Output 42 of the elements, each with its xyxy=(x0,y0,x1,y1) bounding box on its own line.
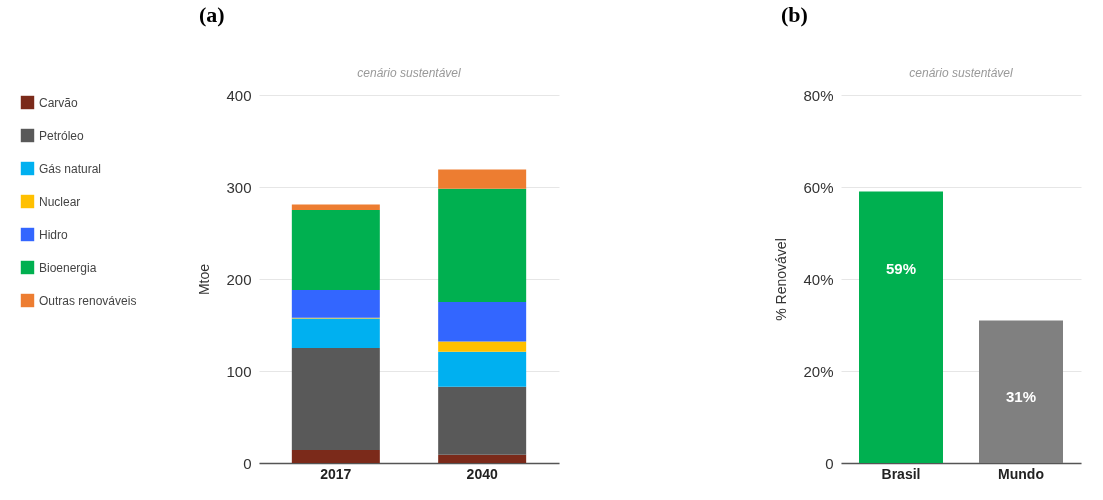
chart-subtitle: cenário sustentável xyxy=(909,66,1014,80)
x-tick-label: Mundo xyxy=(998,465,1044,482)
bar xyxy=(438,169,527,189)
x-tick-label: 2040 xyxy=(466,465,498,482)
bar xyxy=(291,290,380,318)
y-tick-label: 400 xyxy=(226,86,252,104)
data-label: 31% xyxy=(1005,388,1037,406)
chart-title: (b) xyxy=(781,2,808,27)
x-tick-label: 2017 xyxy=(320,465,352,482)
bar xyxy=(438,386,527,455)
y-tick-label: 40% xyxy=(803,270,834,288)
y-tick-label: 200 xyxy=(226,270,252,288)
y-axis-title: Mtoe xyxy=(196,263,213,296)
y-tick-label: 0 xyxy=(825,454,834,472)
y-tick-label: 20% xyxy=(803,362,834,380)
y-tick-label: 300 xyxy=(226,178,252,196)
bar xyxy=(291,450,380,463)
bar xyxy=(291,210,380,291)
bar xyxy=(291,318,380,348)
chart-title: (a) xyxy=(199,2,225,27)
bar xyxy=(438,302,527,342)
bar xyxy=(438,341,527,352)
y-tick-label: 0 xyxy=(243,454,252,472)
y-tick-label: 80% xyxy=(803,86,834,104)
chart-subtitle: cenário sustentável xyxy=(357,66,462,80)
legend-label: Outras renováveis xyxy=(39,293,137,308)
bar xyxy=(291,348,380,451)
legend-label: Nuclear xyxy=(39,194,81,209)
y-tick-label: 60% xyxy=(803,178,834,196)
x-tick-label: Brasil xyxy=(881,465,921,482)
y-tick-label: 100 xyxy=(226,362,252,380)
data-label: 59% xyxy=(885,259,917,277)
bar xyxy=(438,454,527,463)
legend-label: Carvão xyxy=(39,95,79,110)
legend-label: Gás natural xyxy=(39,161,102,176)
legend-label: Bioenergia xyxy=(39,260,97,275)
legend-label: Petróleo xyxy=(39,128,85,143)
bar xyxy=(438,351,527,387)
bar xyxy=(291,204,380,210)
y-axis-title: % Renovável xyxy=(773,238,790,321)
bar xyxy=(438,188,527,302)
legend-label: Hidro xyxy=(39,227,68,242)
